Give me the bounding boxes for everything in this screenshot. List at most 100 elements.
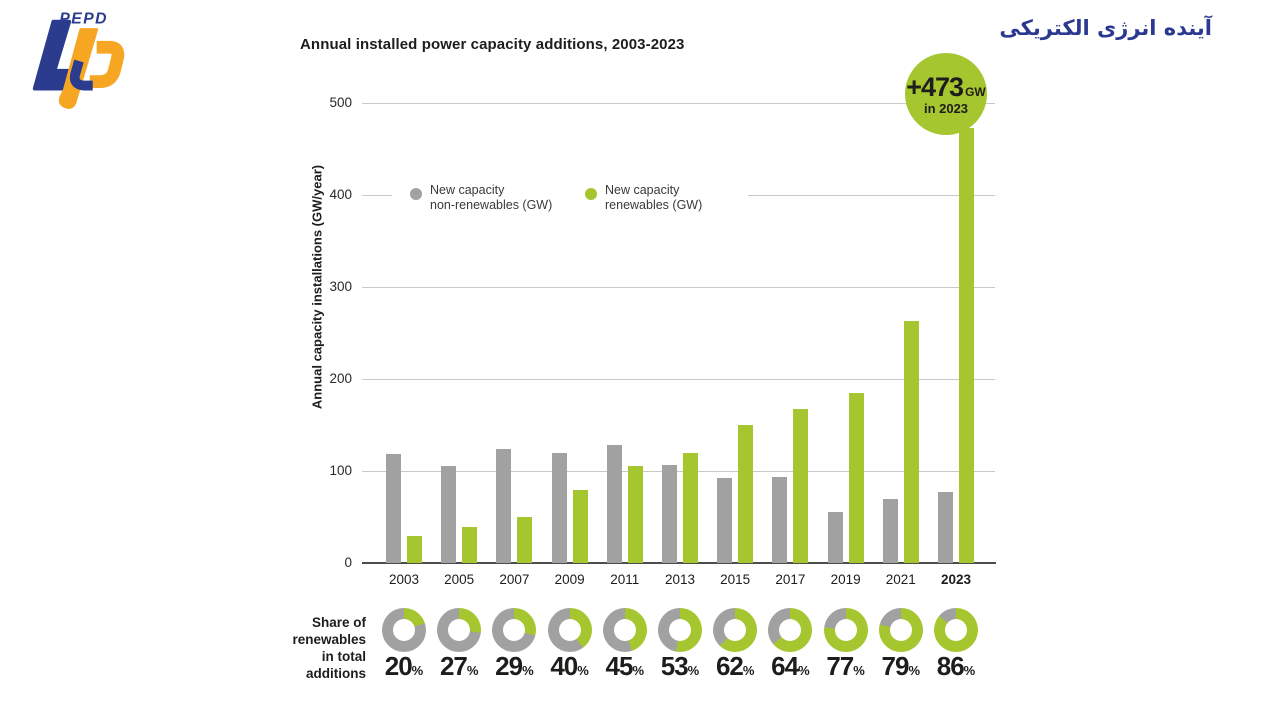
bar-non-renewables-2009 <box>551 452 567 563</box>
share-pct-value: 20 <box>384 651 413 681</box>
y-tick-label-0: 0 <box>344 555 352 570</box>
legend-dot-non-renewables-icon <box>410 188 422 200</box>
x-label-2009: 2009 <box>554 572 585 587</box>
gridline-200 <box>362 379 995 380</box>
bar-non-renewables-2007 <box>496 448 512 563</box>
y-tick-label-500: 500 <box>329 95 352 110</box>
share-pct-2009: 40% <box>540 651 600 686</box>
x-label-2007: 2007 <box>499 572 530 587</box>
bar-renewables-2011 <box>627 466 643 563</box>
bar-renewables-2009 <box>572 490 588 563</box>
share-pct-2023: 86% <box>926 651 986 686</box>
legend-dot-renewables-icon <box>585 188 597 200</box>
pepd-logo: PEPD <box>32 11 125 109</box>
share-pct-2011: 45% <box>595 651 655 686</box>
percent-sign: % <box>632 663 645 678</box>
bar-non-renewables-2021 <box>882 498 898 563</box>
badge-unit: GW <box>965 85 986 99</box>
y-tick-label-400: 400 <box>329 187 352 202</box>
y-tick-label-200: 200 <box>329 371 352 386</box>
share-donut-2023 <box>934 608 978 652</box>
badge-value: +473 <box>906 72 964 102</box>
share-pct-2013: 53% <box>650 651 710 686</box>
percent-sign: % <box>411 663 424 678</box>
share-pct-2019: 77% <box>816 651 876 686</box>
share-pct-value: 29 <box>495 651 523 681</box>
bar-renewables-2007 <box>517 517 533 563</box>
x-label-2013: 2013 <box>664 572 696 587</box>
share-pct-2015: 62% <box>705 651 765 686</box>
logo-letter-p-bowl <box>89 40 125 89</box>
bar-non-renewables-2013 <box>662 465 677 563</box>
share-donut-2015 <box>713 608 758 652</box>
bar-non-renewables-2023 <box>938 492 953 563</box>
y-tick-label-300: 300 <box>329 279 352 294</box>
x-label-2019: 2019 <box>830 572 861 587</box>
bar-renewables-2013 <box>683 452 698 563</box>
persian-heading: آینده انرژی الکتریکی <box>999 16 1212 40</box>
x-label-2015: 2015 <box>720 572 751 587</box>
share-donut-2011 <box>602 608 647 652</box>
x-label-2011: 2011 <box>610 572 640 587</box>
share-donut-2019 <box>823 608 868 652</box>
share-donut-2013 <box>658 608 702 652</box>
y-tick-label-100: 100 <box>329 463 352 478</box>
bar-non-renewables-2017 <box>772 476 788 563</box>
share-pct-value: 45 <box>605 651 634 681</box>
share-pct-2021: 79% <box>871 651 931 686</box>
share-pct-value: 53 <box>660 651 689 681</box>
bar-renewables-2021 <box>903 321 919 563</box>
share-pct-value: 79 <box>881 651 910 681</box>
gridline-500 <box>362 103 995 104</box>
x-axis-baseline <box>362 562 996 564</box>
share-donut-2017 <box>768 608 813 652</box>
x-label-2021: 2021 <box>885 572 916 587</box>
percent-sign: % <box>963 663 976 678</box>
legend-label-renewables: New capacity renewables (GW) <box>605 183 703 212</box>
bar-non-renewables-2011 <box>606 445 622 563</box>
share-row-label: Share of renewables in total additions <box>292 615 366 681</box>
share-pct-value: 64 <box>771 651 799 681</box>
bar-renewables-2019 <box>848 392 864 563</box>
percent-sign: % <box>577 663 589 678</box>
bar-non-renewables-2019 <box>827 512 843 563</box>
x-label-2003: 2003 <box>388 572 420 587</box>
share-donut-2009 <box>547 608 592 652</box>
share-pct-value: 77 <box>826 651 854 681</box>
share-pct-2017: 64% <box>760 651 820 686</box>
legend-item-renewables: New capacity renewables (GW) <box>585 183 702 213</box>
share-pct-2003: 20% <box>374 651 434 686</box>
share-pct-value: 40 <box>550 651 578 681</box>
share-pct-value: 86 <box>936 651 965 681</box>
percent-sign: % <box>853 663 865 678</box>
percent-sign: % <box>908 663 921 678</box>
bar-renewables-2015 <box>738 425 754 563</box>
share-donut-2003 <box>382 608 426 652</box>
share-donut-2005 <box>437 608 482 652</box>
percent-sign: % <box>522 663 534 678</box>
logo-inner-bracket <box>69 59 93 91</box>
bar-renewables-2005 <box>462 527 478 563</box>
bar-non-renewables-2015 <box>717 478 733 563</box>
bar-renewables-2023 <box>959 127 974 563</box>
share-pct-2007: 29% <box>484 651 544 686</box>
legend-item-non-renewables: New capacity non-renewables (GW) <box>410 183 552 213</box>
share-donut-2007 <box>492 608 537 652</box>
legend-label-non-renewables: New capacity non-renewables (GW) <box>430 183 553 212</box>
logo-mark <box>32 19 125 109</box>
annotation-badge: +473 GW in 2023 <box>905 53 987 135</box>
bar-renewables-2003 <box>407 536 422 563</box>
chart-title: Annual installed power capacity addition… <box>300 36 685 53</box>
percent-sign: % <box>798 663 810 678</box>
percent-sign: % <box>687 663 700 678</box>
x-label-2023: 2023 <box>940 572 972 587</box>
badge-value-row: +473 GW <box>906 72 986 103</box>
bar-non-renewables-2003 <box>386 454 401 563</box>
logo-text: PEPD <box>59 11 108 28</box>
share-donut-2021 <box>878 608 923 652</box>
chart-legend: New capacity non-renewables (GW) New cap… <box>392 183 748 213</box>
bar-non-renewables-2005 <box>441 466 457 563</box>
percent-sign: % <box>466 663 479 678</box>
badge-subtitle: in 2023 <box>923 101 969 116</box>
